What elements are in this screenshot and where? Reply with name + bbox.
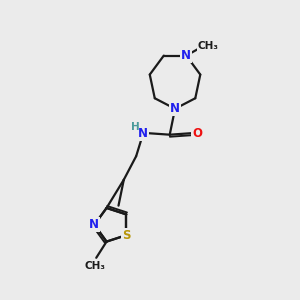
Text: N: N: [170, 102, 180, 115]
Text: N: N: [138, 127, 148, 140]
Text: N: N: [181, 49, 191, 62]
Text: H: H: [130, 122, 140, 132]
Text: N: N: [89, 218, 99, 231]
Text: CH₃: CH₃: [84, 261, 105, 271]
Text: CH₃: CH₃: [198, 40, 219, 51]
Text: S: S: [122, 229, 130, 242]
Text: O: O: [192, 127, 203, 140]
